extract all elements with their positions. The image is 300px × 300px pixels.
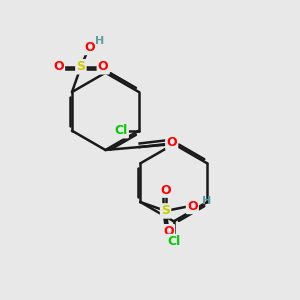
Text: O: O: [160, 184, 171, 196]
Text: H: H: [95, 36, 104, 46]
Text: O: O: [187, 200, 198, 213]
Text: S: S: [161, 204, 170, 218]
Text: O: O: [167, 136, 177, 149]
Text: O: O: [85, 41, 95, 54]
Text: H: H: [202, 196, 211, 206]
Text: Cl: Cl: [167, 235, 180, 248]
Text: O: O: [163, 225, 174, 238]
Text: Cl: Cl: [114, 124, 128, 137]
Text: S: S: [76, 60, 85, 73]
Text: O: O: [98, 60, 109, 73]
Text: O: O: [53, 60, 64, 73]
